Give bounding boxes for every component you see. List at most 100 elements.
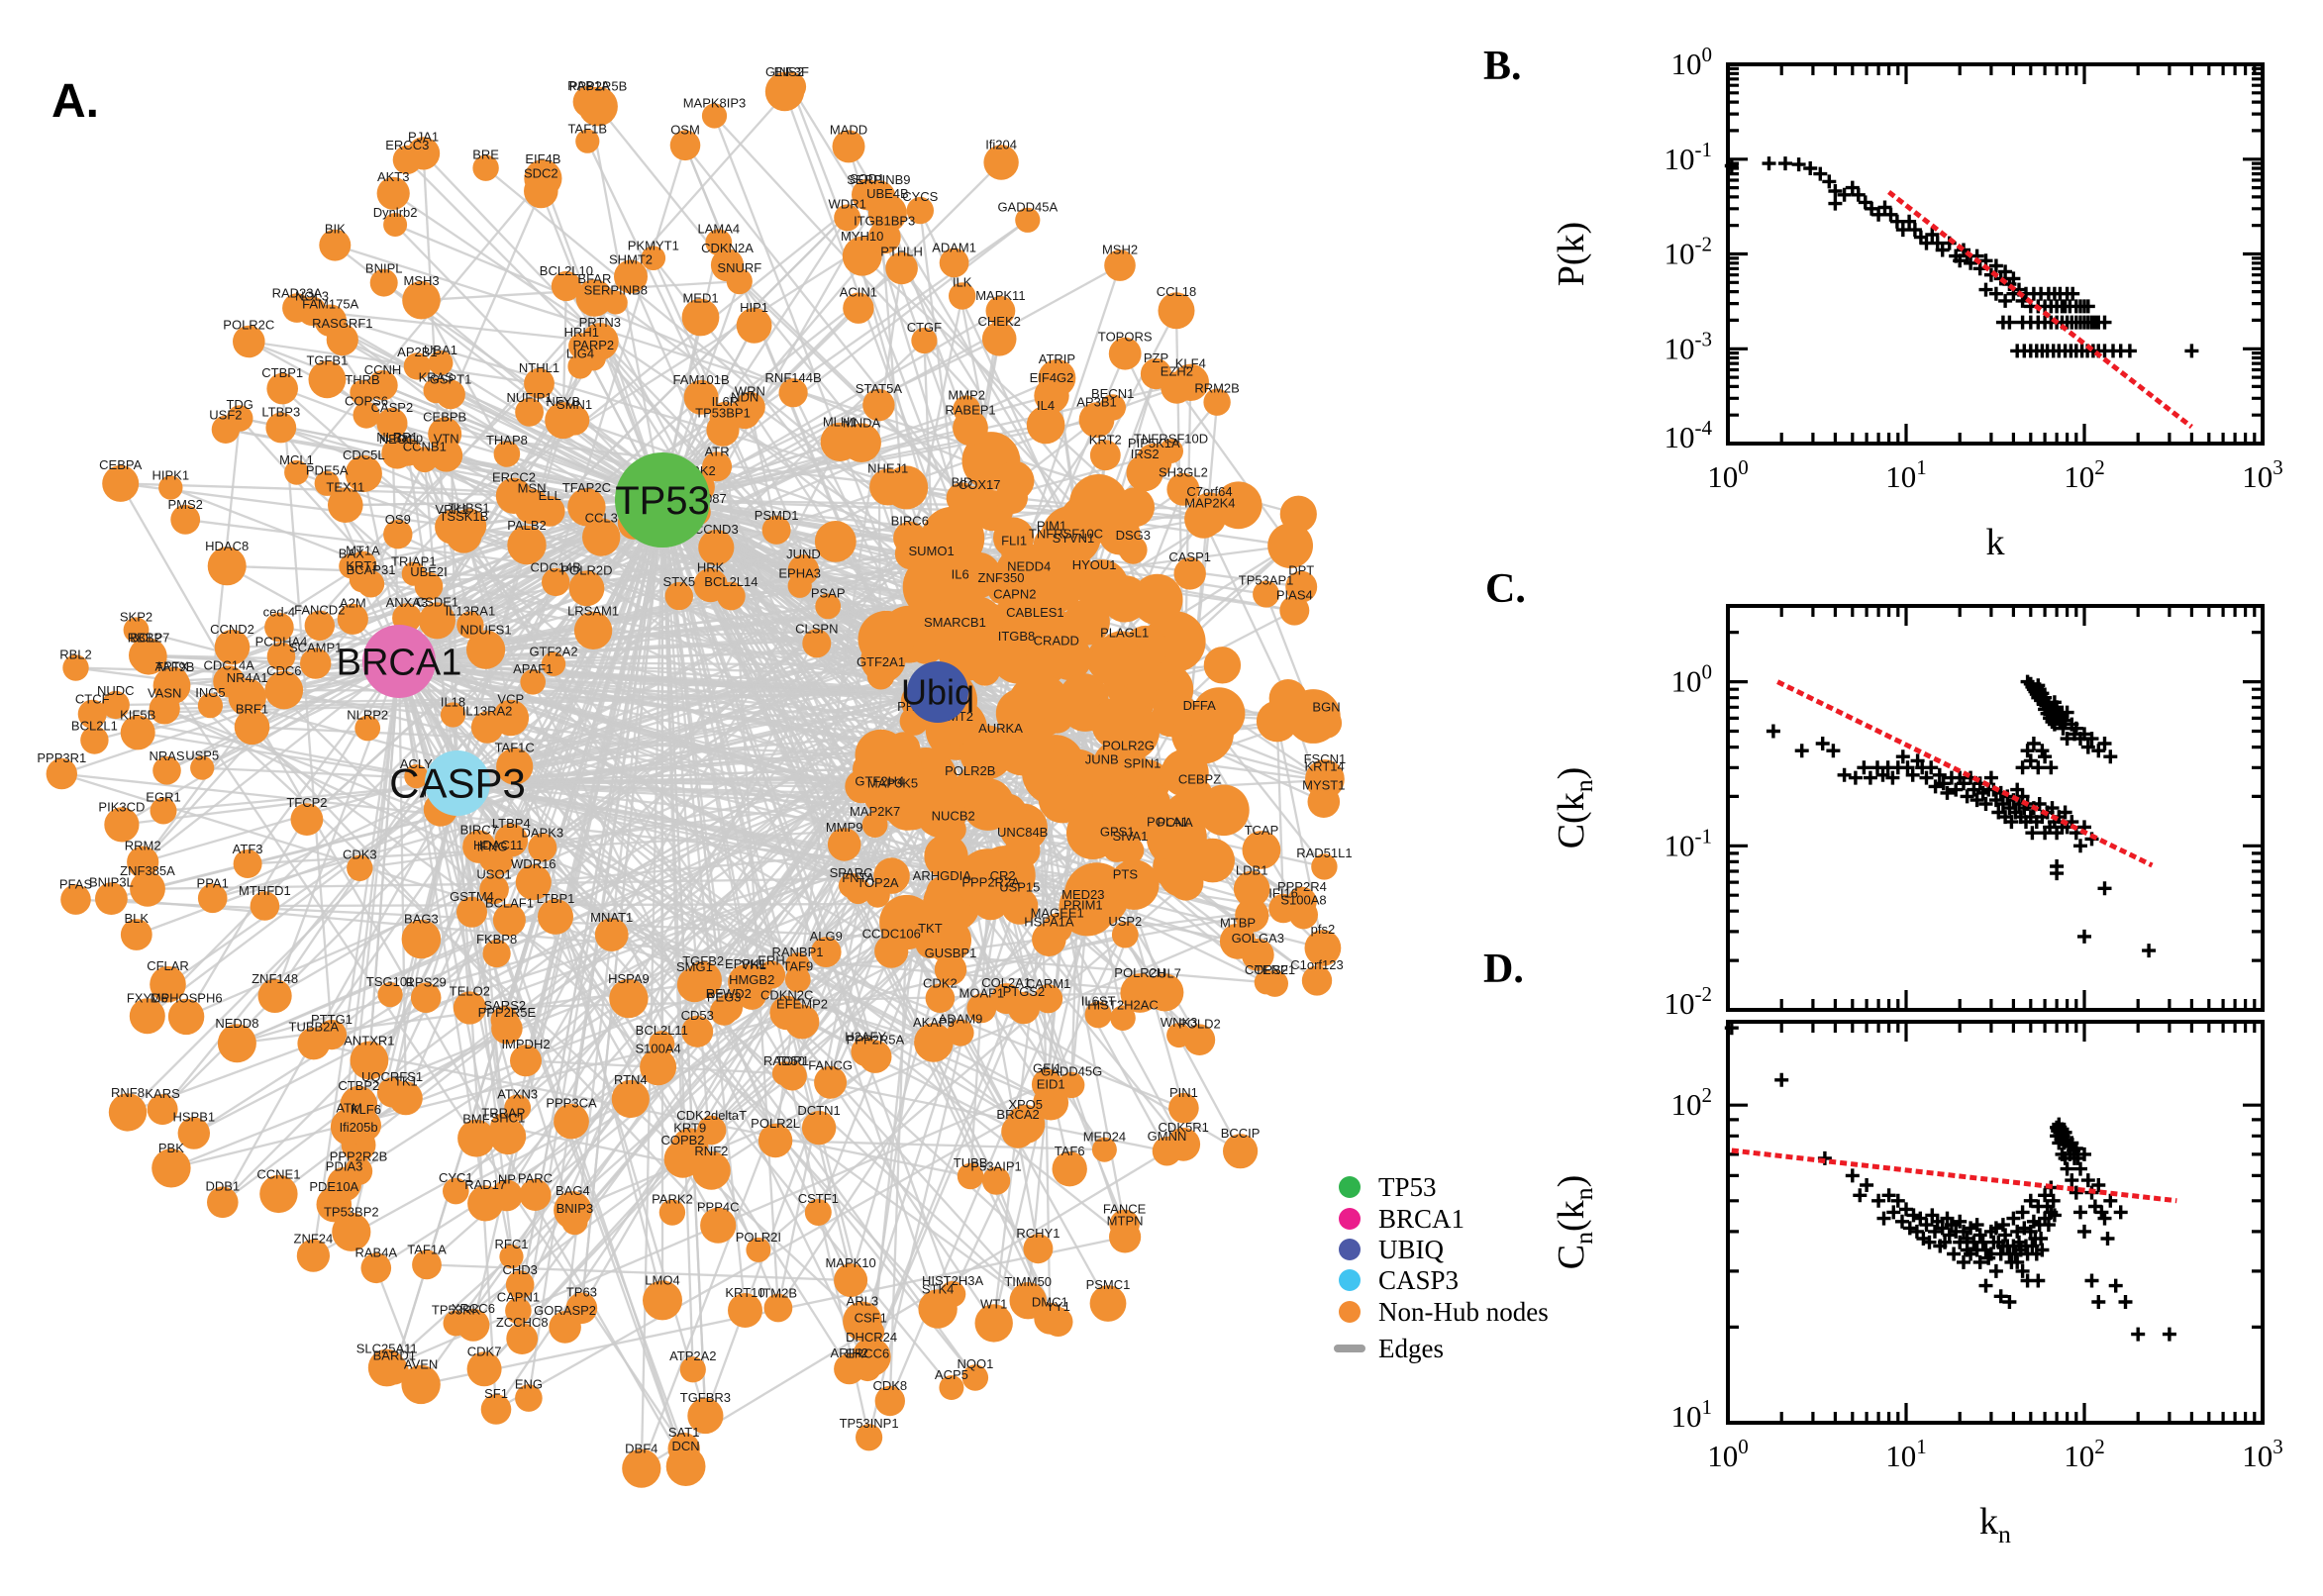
network-edge [279, 427, 976, 1379]
network-node [190, 755, 215, 780]
node-label: HDAC11 [473, 838, 523, 852]
node-label: GTF2H4 [855, 774, 904, 789]
node-label: Banp [393, 431, 423, 446]
node-label: NHEJ1 [867, 460, 908, 475]
network-node [995, 688, 1045, 739]
network-node [886, 732, 921, 766]
network-edge [775, 1139, 1105, 1151]
node-label: PFAS [59, 876, 93, 891]
node-label: FAM175A [302, 297, 358, 312]
node-label: MNAT1 [590, 910, 633, 925]
node-label: JUNB [1085, 751, 1119, 766]
network-node [832, 130, 865, 163]
network-node [698, 529, 735, 566]
network-edge [456, 766, 900, 785]
node-label: HYOU1 [1072, 557, 1117, 572]
network-node [1307, 785, 1341, 818]
network-node [561, 1208, 588, 1236]
node-label: PRIM1 [1063, 898, 1103, 913]
network-edge [660, 499, 864, 1322]
node-label: ATR [705, 444, 730, 458]
node-label: IL6 [952, 567, 969, 582]
node-label: ACIN1 [840, 285, 877, 300]
network-node [1173, 557, 1206, 590]
network-node [1287, 886, 1317, 917]
panel-label-a: A. [51, 75, 99, 128]
node-label: ARIH2 [831, 1346, 868, 1360]
node-label: RCHY1 [1016, 1226, 1060, 1241]
network-node [482, 940, 511, 968]
node-label: SPIN1 [1124, 756, 1162, 771]
node-label: CSDE1 [416, 594, 458, 609]
node-label: HSPA9 [608, 971, 650, 986]
node-label: BRCA2 [996, 1107, 1039, 1122]
network-node [534, 496, 565, 527]
network-node [1131, 573, 1183, 626]
network-node [472, 154, 499, 181]
hub-label: TP53 [615, 479, 710, 523]
network-node [466, 1351, 502, 1387]
network-node [367, 1348, 406, 1387]
node-label: CCNE1 [256, 1167, 300, 1182]
network-node [360, 1252, 392, 1284]
node-label: EPHA3 [778, 566, 821, 581]
node-label: VASN [148, 685, 181, 700]
node-label: ITGB1BP3 [854, 213, 915, 228]
node-label: CDK3 [343, 848, 377, 862]
network-node [466, 630, 506, 669]
node-label: RAD51L1 [1296, 846, 1352, 860]
node-label: PPP2R5B [569, 79, 628, 94]
network-node [867, 221, 901, 254]
legend-item-tp53: TP53 [1339, 1172, 1437, 1202]
network-node [966, 993, 997, 1024]
node-label: ARHGDIA [913, 868, 972, 883]
network-node [763, 1293, 793, 1323]
network-node [297, 296, 327, 327]
network-node [1110, 1005, 1136, 1031]
node-label: GSPT1 [430, 372, 472, 387]
network-node [609, 978, 649, 1019]
node-label: ZNF385A [120, 863, 175, 878]
node-label: NOL3 [295, 288, 329, 303]
network-edge [246, 85, 793, 699]
network-node [129, 998, 165, 1035]
network-edge [142, 660, 400, 863]
network-node [150, 965, 186, 1003]
network-node [423, 377, 450, 404]
node-label: BNIP3 [556, 1201, 594, 1216]
network-node [1146, 973, 1184, 1012]
node-label: DBF4 [625, 1442, 657, 1456]
network-node [784, 1004, 820, 1040]
fit-line [1776, 679, 2154, 868]
network-node [941, 717, 971, 747]
network-edge [201, 442, 862, 769]
network-node [327, 1166, 361, 1202]
node-label: POLR2H [1114, 965, 1165, 980]
node-label: KRT9 [673, 1120, 706, 1135]
node-label: TNFRSF10C [1029, 527, 1103, 542]
node-label: THBS1 [449, 501, 490, 516]
node-label: HRK [697, 560, 725, 575]
node-label: CEBPZ [1178, 771, 1221, 786]
node-label: NEDD4 [1007, 558, 1051, 573]
node-label: EID1 [1037, 1077, 1065, 1092]
network-edge [661, 236, 886, 501]
network-node [284, 459, 309, 485]
network-node [736, 307, 772, 344]
node-label: IL4 [1037, 398, 1055, 413]
node-label: NEDD8 [215, 1016, 258, 1031]
network-node [820, 422, 859, 461]
network-node [264, 612, 294, 643]
network-node [1140, 358, 1172, 390]
node-label: CYC1 [439, 1170, 473, 1185]
network-node [874, 1385, 905, 1417]
node-label: SMG1 [676, 959, 713, 974]
network-node [504, 1094, 532, 1122]
node-label: ced-4 [263, 605, 296, 620]
node-label: HIST2H3A [922, 1273, 983, 1288]
network-node [483, 846, 514, 875]
node-label: RBBP7 [128, 631, 170, 646]
network-node [542, 567, 570, 597]
network-node [692, 1150, 731, 1190]
